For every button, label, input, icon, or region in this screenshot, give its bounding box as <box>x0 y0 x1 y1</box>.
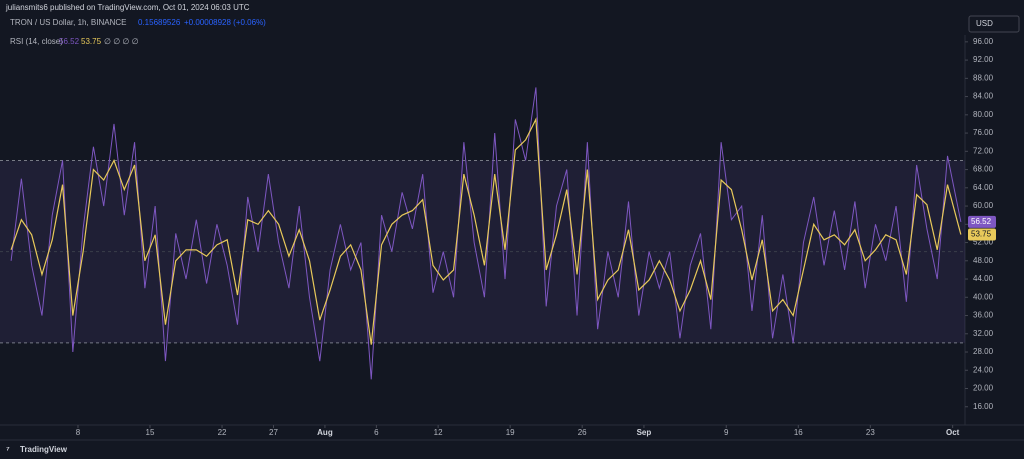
currency-box[interactable] <box>968 15 1020 33</box>
y-tick-label: 64.00 <box>973 183 994 192</box>
brand: TradingView <box>20 445 68 454</box>
indicator-title: RSI (14, close) <box>10 37 63 46</box>
y-tick-label: 16.00 <box>973 402 994 411</box>
x-tick-label: 12 <box>434 428 443 437</box>
legend-value: 53.75 <box>81 37 102 46</box>
series-line <box>10 87 962 380</box>
y-tick-label: 76.00 <box>973 128 994 137</box>
x-tick-label: 15 <box>146 428 155 437</box>
currency[interactable]: USD <box>976 19 993 28</box>
x-tick-label: 16 <box>794 428 803 437</box>
x-tick-label: 27 <box>269 428 278 437</box>
settings-icons: ∅ ∅ ∅ ∅ <box>104 37 139 46</box>
legend-value: 56.52 <box>59 37 80 46</box>
symbol: TRON / US Dollar, 1h, BINANCE <box>10 18 126 27</box>
y-tick-label: 32.00 <box>973 329 994 338</box>
y-tick-label: 60.00 <box>973 201 994 210</box>
y-tick-label: 96.00 <box>973 37 994 46</box>
x-tick-label: 8 <box>76 428 81 437</box>
x-tick-label: Oct <box>946 428 960 437</box>
last-value-badge <box>968 228 996 241</box>
publisher: juliansmits6 published on TradingView.co… <box>5 3 250 12</box>
x-tick-label: 22 <box>218 428 227 437</box>
y-tick-label: 84.00 <box>973 92 994 101</box>
x-tick-label: 6 <box>374 428 379 437</box>
y-tick-label: 48.00 <box>973 256 994 265</box>
y-tick-label: 80.00 <box>973 110 994 119</box>
x-tick-label: 23 <box>866 428 875 437</box>
x-tick-label: Sep <box>637 428 652 437</box>
y-tick-label: 20.00 <box>973 384 994 393</box>
brand-logo: ⁷ <box>6 444 10 454</box>
x-tick-label: 9 <box>724 428 729 437</box>
series-line <box>10 117 962 345</box>
x-tick-label: 19 <box>506 428 515 437</box>
last-value-label: 56.52 <box>971 217 992 226</box>
y-tick-label: 36.00 <box>973 311 994 320</box>
y-tick-label: 72.00 <box>973 146 994 155</box>
y-tick-label: 44.00 <box>973 274 994 283</box>
y-tick-label: 40.00 <box>973 292 994 301</box>
price: 0.15689526 <box>138 18 181 27</box>
last-value-badge <box>968 215 996 228</box>
y-tick-label: 52.00 <box>973 238 994 247</box>
y-tick-label: 68.00 <box>973 165 994 174</box>
x-tick-label: 26 <box>578 428 587 437</box>
y-tick-label: 88.00 <box>973 73 994 82</box>
change: +0.00008928 (+0.06%) <box>184 18 266 27</box>
x-tick-label: Aug <box>317 428 333 437</box>
last-value-label: 53.75 <box>971 230 992 239</box>
y-tick-label: 28.00 <box>973 347 994 356</box>
y-tick-label: 24.00 <box>973 365 994 374</box>
y-tick-label: 92.00 <box>973 55 994 64</box>
